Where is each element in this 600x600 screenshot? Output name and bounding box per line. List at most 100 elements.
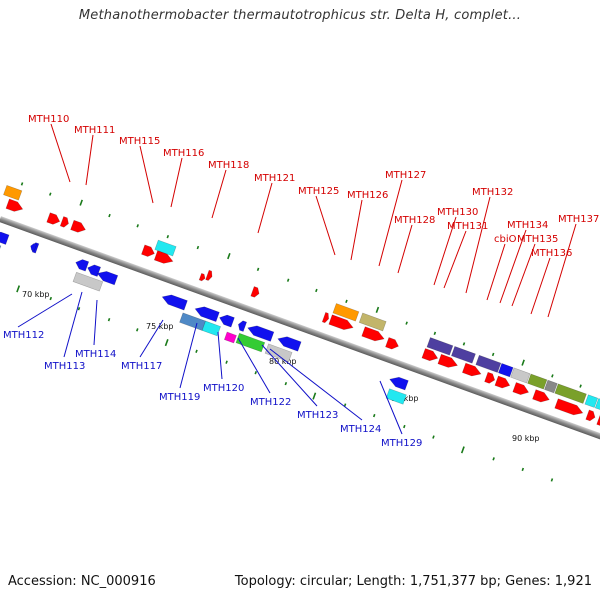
forward-gene (512, 382, 530, 395)
scale-tick-lower (49, 296, 53, 301)
callout-line (511, 243, 536, 307)
gene-block (154, 239, 177, 257)
scale-tick-lower (77, 307, 81, 311)
scale-tick-upper (227, 253, 231, 260)
forward-gene (484, 371, 496, 384)
forward-gene (596, 414, 600, 430)
forward-gene (321, 312, 329, 324)
scale-tick-upper (491, 352, 495, 357)
callout-line (179, 322, 198, 389)
reverse-gene (389, 376, 409, 391)
callout-line (530, 257, 551, 315)
gene-block (475, 354, 502, 373)
reverse-gene (219, 314, 235, 328)
reverse-gene (96, 271, 119, 286)
scale-tick-lower (136, 328, 139, 332)
scale-tick-upper (433, 331, 437, 336)
forward-gene (585, 409, 596, 422)
label-callouts (17, 123, 577, 435)
gene-label-forward: MTH115 (119, 136, 160, 147)
callout-line (547, 223, 577, 318)
scale-tick-lower (225, 360, 228, 364)
scale-tick-upper (315, 288, 318, 293)
scale-tick-upper (375, 306, 380, 313)
gene-block (527, 373, 548, 390)
callout-line (17, 293, 73, 328)
callout-line (433, 216, 457, 286)
callout-line (93, 299, 98, 346)
forward-gene (70, 219, 86, 233)
reverse-gene (87, 264, 102, 277)
gene-block (451, 346, 476, 364)
forward-gene (532, 389, 550, 403)
genome-summary-text: Topology: circular; Length: 1,751,377 bp… (234, 574, 592, 589)
callout-line (499, 229, 527, 304)
gene-labels: MTH110MTH111MTH115MTH116MTH118MTH121MTH1… (3, 114, 599, 449)
scale-tick-lower (16, 285, 21, 293)
gene-label-forward: MTH121 (254, 173, 295, 184)
scale-tick-lower (254, 371, 258, 375)
callout-line (63, 291, 83, 358)
scale-label: 75 kbp (146, 322, 174, 331)
gene-label-forward: MTH118 (208, 160, 249, 171)
scale-tick-upper (79, 199, 83, 206)
callout-line (85, 134, 94, 186)
gene-block (544, 379, 558, 394)
genome-backbone (0, 216, 600, 440)
gene-block (426, 337, 454, 356)
scale-tick-lower (195, 349, 198, 353)
gene-label-forward: MTH125 (298, 186, 339, 197)
forward-gene (421, 348, 439, 362)
scale-tick-upper (108, 213, 111, 218)
reverse-gene (194, 306, 220, 323)
callout-line (139, 145, 154, 204)
scale-tick-lower (312, 392, 317, 400)
callout-line (443, 230, 467, 289)
gene-block (584, 394, 599, 408)
scale-tick-lower (164, 339, 169, 347)
forward-gene (5, 198, 24, 212)
callout-line (50, 123, 71, 183)
scale-tick-lower (403, 424, 406, 429)
forward-gene (385, 337, 399, 350)
forward-gene (198, 272, 206, 282)
gene-block (385, 388, 407, 405)
forward-gene (461, 362, 482, 377)
gene-label-forward: MTH136 (531, 248, 572, 259)
reverse-gene (30, 243, 37, 252)
gene-label-reverse: MTH123 (297, 410, 338, 421)
gene-label-forward: MTH135 (517, 234, 558, 245)
callout-line (257, 182, 273, 234)
gene-block (498, 363, 514, 378)
gene-label-reverse: MTH119 (159, 392, 200, 403)
scale-label: 90 kbp (512, 434, 540, 443)
callout-line (261, 344, 318, 407)
gene-label-reverse: MTH117 (121, 361, 162, 372)
callout-line (465, 196, 491, 294)
scale-label: 80 kbp (269, 357, 297, 366)
gene-block (554, 383, 587, 404)
forward-gene (494, 375, 511, 389)
gene-label-forward: MTH111 (74, 125, 115, 136)
forward-gene (554, 398, 584, 416)
scale-tick-upper (551, 374, 554, 378)
reverse-gene (75, 259, 90, 272)
gene-label-forward: MTH131 (447, 221, 488, 232)
gene-label-reverse: MTH114 (75, 349, 116, 360)
scale-tick-upper (405, 321, 408, 325)
scale-tick-upper (196, 245, 200, 250)
forward-gene (205, 269, 213, 281)
gene-label-reverse: MTH122 (250, 397, 291, 408)
gene-block (332, 303, 360, 322)
gene-label-forward: MTH110 (28, 114, 69, 125)
forward-gene (46, 212, 61, 225)
reverse-gene (277, 336, 302, 352)
scale-label: 70 kbp (22, 290, 50, 299)
map-title: Methanothermobacter thermautotrophicus s… (78, 8, 522, 23)
forward-gene (59, 216, 69, 228)
scale-tick-lower (284, 381, 288, 386)
gene-block (510, 367, 531, 384)
callout-line (378, 179, 403, 267)
